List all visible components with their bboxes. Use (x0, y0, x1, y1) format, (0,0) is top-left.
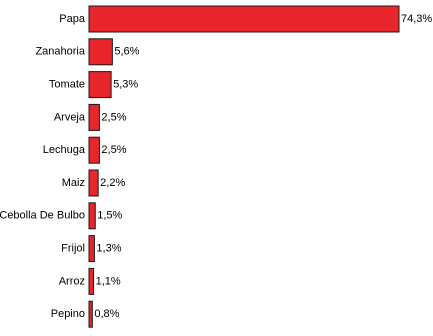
bar-arveja (88, 103, 100, 131)
category-label: Papa (59, 13, 86, 25)
labels-group: Papa 74,3% Zanahoria 5,6% Tomate 5,3% Arveja 2,… (0, 13, 432, 320)
bar-zanahoria (88, 38, 113, 66)
category-label: Tomate (49, 79, 85, 91)
value-label: 1,3% (96, 243, 121, 255)
category-label: Cebolla De Bulbo (0, 210, 85, 222)
bar-papa (88, 5, 400, 33)
category-label: Frijol (61, 243, 85, 255)
bar-frijol (88, 235, 95, 263)
value-label: 2,5% (101, 144, 126, 156)
value-label: 2,2% (100, 177, 125, 189)
value-label: 2,5% (101, 111, 126, 123)
value-label: 5,6% (114, 46, 139, 58)
value-label: 0,8% (94, 308, 119, 320)
bars-group (88, 5, 400, 328)
bar-pepino (88, 300, 93, 328)
value-label: 1,1% (96, 275, 121, 287)
value-label: 74,3% (401, 13, 432, 25)
category-label: Maiz (62, 177, 85, 189)
value-label: 5,3% (113, 79, 138, 91)
category-label: Lechuga (43, 144, 86, 156)
bar-cebolla-de-bulbo (88, 202, 96, 230)
bar-lechuga (88, 136, 100, 164)
bar-maiz (88, 169, 99, 197)
category-label: Zanahoria (35, 46, 85, 58)
bar-tomate (88, 71, 112, 99)
category-label: Pepino (51, 308, 85, 320)
value-label: 1,5% (97, 210, 122, 222)
bar-arroz (88, 267, 95, 295)
category-label: Arveja (54, 111, 86, 123)
category-label: Arroz (59, 275, 85, 287)
